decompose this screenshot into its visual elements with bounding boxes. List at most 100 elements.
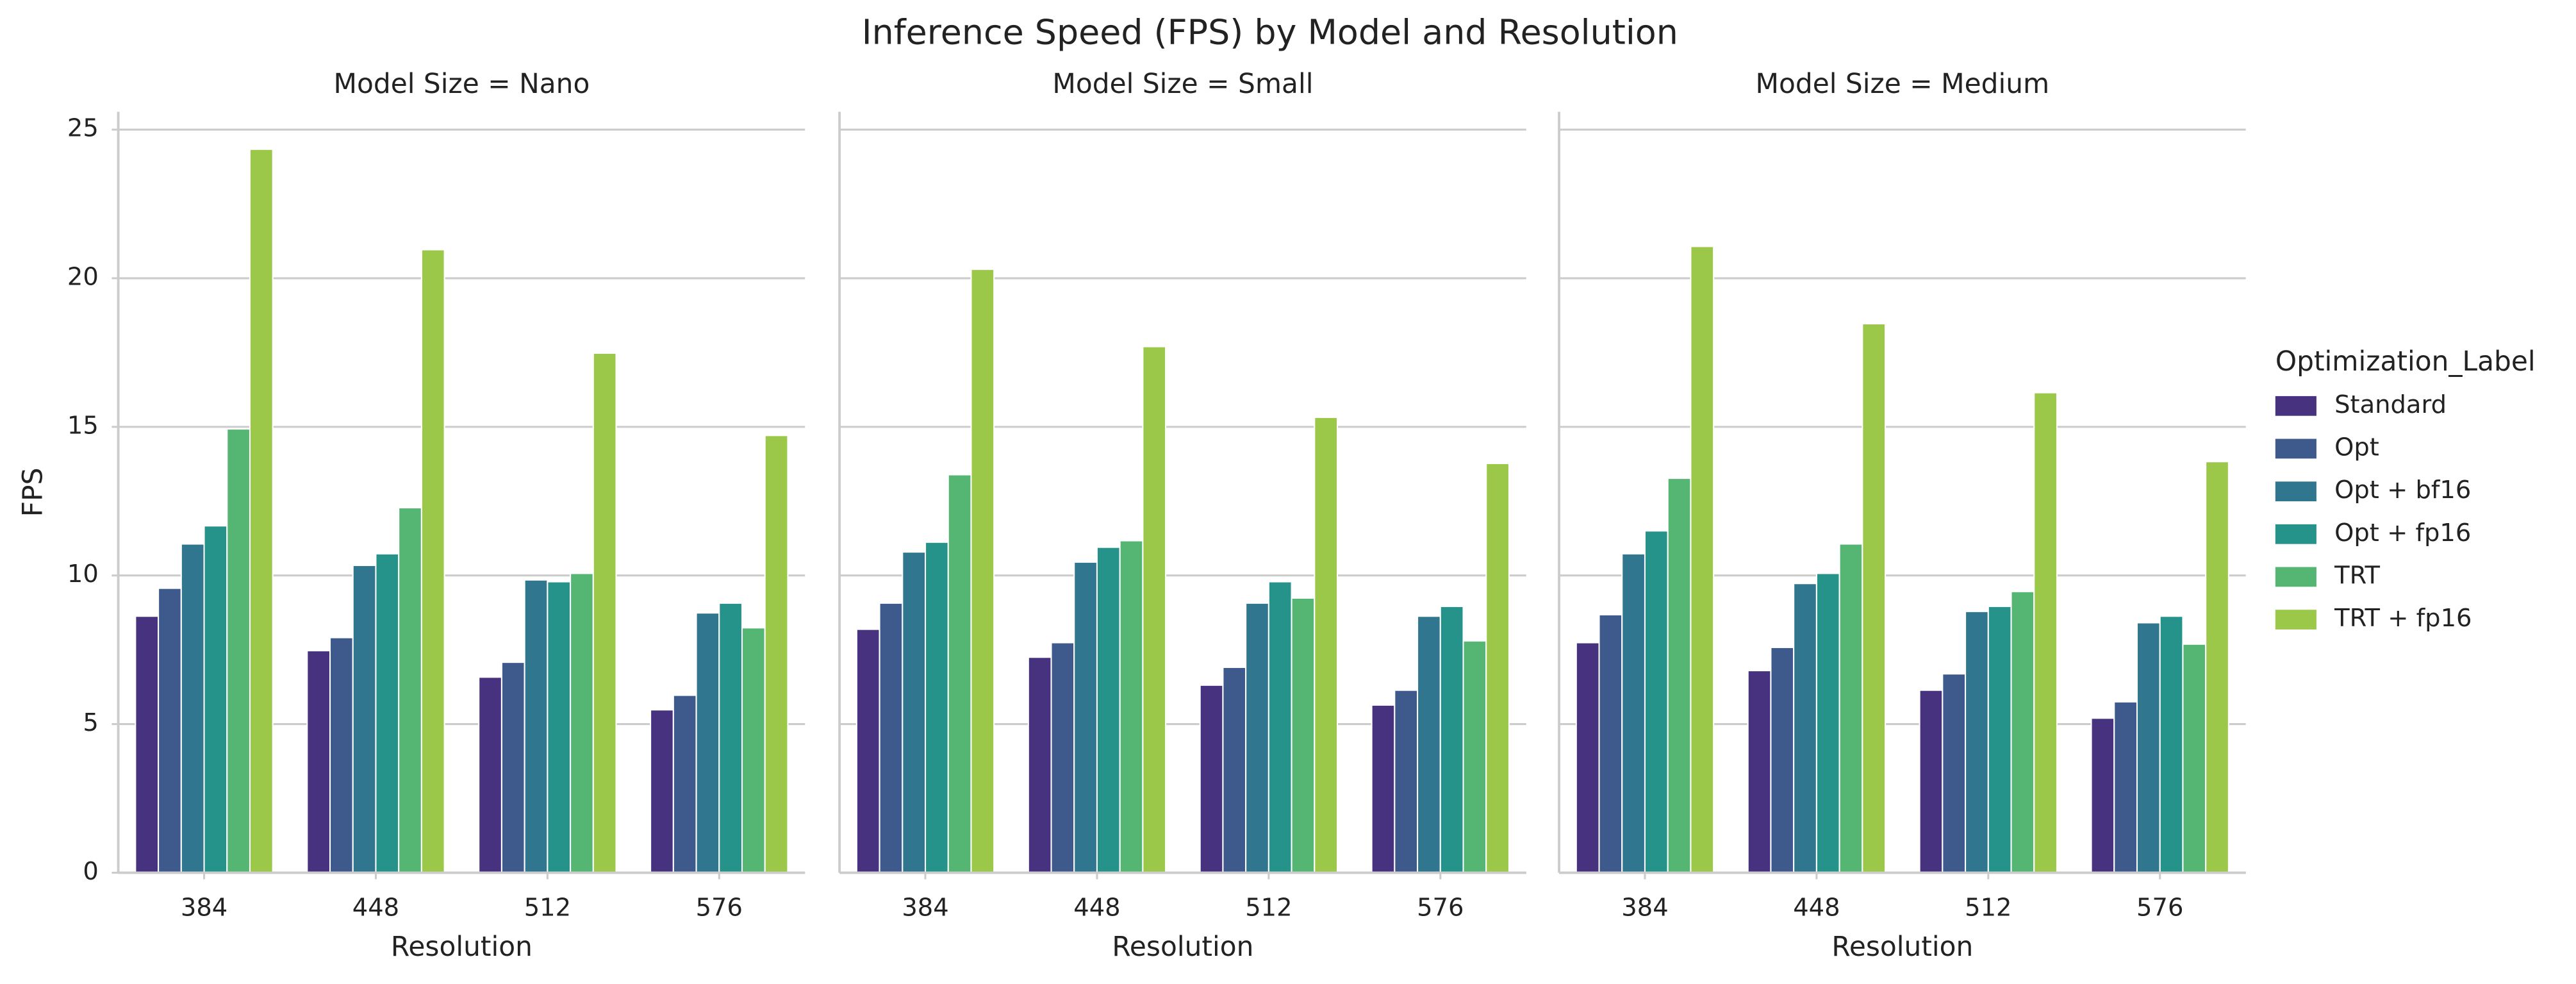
legend-label: Opt + fp16 [2334, 519, 2471, 547]
bar [2033, 392, 2058, 874]
bar [1073, 561, 1098, 874]
bar [1838, 543, 1863, 874]
bar [1439, 605, 1464, 874]
bar [2090, 717, 2115, 874]
bar [180, 543, 205, 874]
x-axis-label: Resolution [1112, 931, 1253, 962]
bar [1027, 656, 1052, 874]
legend-label: TRT + fp16 [2334, 604, 2472, 633]
x-tick-label: 384 [902, 893, 948, 922]
bar [249, 148, 274, 874]
bar [1575, 642, 1600, 874]
bar [135, 615, 160, 874]
legend-swatch [2275, 524, 2316, 544]
panel-title: Model Size = Small [1052, 68, 1313, 99]
bar [1598, 613, 1623, 874]
bar [352, 564, 377, 874]
bar [1199, 684, 1224, 874]
bar [902, 551, 927, 874]
legend-swatch [2275, 396, 2316, 416]
bar [718, 602, 743, 874]
x-tick-label: 512 [1245, 893, 1292, 922]
bar [879, 602, 904, 874]
bar [1862, 322, 1887, 874]
panel-title: Model Size = Nano [333, 68, 590, 99]
legend-swatch [2275, 610, 2316, 630]
bar [2205, 461, 2229, 874]
bar [1142, 346, 1167, 874]
panel-title: Model Size = Medium [1755, 68, 2049, 99]
bar [1291, 597, 1316, 874]
bar [741, 627, 766, 874]
bar [1667, 478, 1692, 874]
bar [925, 541, 949, 874]
bar [947, 474, 972, 874]
bar [1942, 673, 1967, 874]
bar [672, 694, 697, 874]
bar [1815, 572, 1840, 874]
y-tick-label: 10 [67, 560, 99, 588]
bar [970, 269, 995, 874]
bar [1096, 546, 1121, 874]
bar [1371, 704, 1396, 874]
bar [570, 572, 594, 874]
bar [1462, 640, 1487, 874]
y-tick-label: 20 [67, 263, 99, 292]
bar [329, 637, 354, 874]
x-tick-label: 576 [2136, 893, 2183, 922]
x-tick-label: 384 [181, 893, 227, 922]
y-tick-label: 0 [83, 857, 98, 886]
x-tick-label: 448 [1793, 893, 1840, 922]
bar [1747, 670, 1772, 874]
legend-title: Optimization_Label [2275, 346, 2536, 377]
bar [1417, 615, 1441, 874]
bar [375, 553, 400, 874]
legend-label: TRT [2334, 561, 2380, 590]
bar [855, 628, 880, 874]
x-axis-label: Resolution [391, 931, 533, 962]
legend-label: Opt [2334, 433, 2379, 462]
bar [306, 650, 331, 874]
legend-swatch [2275, 567, 2316, 587]
bar [1050, 642, 1075, 874]
bar [1485, 462, 1510, 874]
bar [695, 612, 720, 874]
bar [1314, 417, 1339, 874]
x-tick-label: 384 [1621, 893, 1668, 922]
y-tick-label: 25 [67, 114, 99, 143]
bar [1919, 689, 1944, 874]
bar [2159, 615, 2184, 874]
bar [650, 709, 674, 874]
bar [524, 579, 549, 874]
legend-label: Opt + bf16 [2334, 476, 2471, 505]
bar [1222, 666, 1247, 874]
legend-swatch [2275, 438, 2316, 459]
bar [2113, 701, 2138, 874]
bar [478, 676, 502, 874]
bar [1793, 583, 1817, 874]
bar [158, 587, 182, 874]
bar [398, 506, 422, 874]
x-tick-label: 576 [696, 893, 743, 922]
legend-swatch [2275, 481, 2316, 501]
chart-title: Inference Speed (FPS) by Model and Resol… [862, 12, 1678, 53]
x-tick-label: 512 [524, 893, 571, 922]
bar [547, 581, 572, 874]
x-tick-label: 576 [1417, 893, 1464, 922]
bar [1644, 530, 1669, 874]
bar [2010, 590, 2035, 874]
legend-label: Standard [2334, 390, 2447, 419]
x-tick-label: 448 [1073, 893, 1120, 922]
y-tick-label: 15 [67, 411, 99, 440]
x-tick-label: 512 [1965, 893, 2011, 922]
bar [1119, 540, 1144, 874]
bar [420, 249, 445, 874]
y-axis-label: FPS [17, 468, 48, 517]
bar [1245, 602, 1269, 874]
bar [1394, 689, 1419, 874]
bar [203, 525, 228, 874]
bar [1690, 246, 1715, 874]
bar [226, 428, 251, 874]
y-tick-label: 5 [83, 708, 98, 737]
bar [592, 352, 617, 874]
